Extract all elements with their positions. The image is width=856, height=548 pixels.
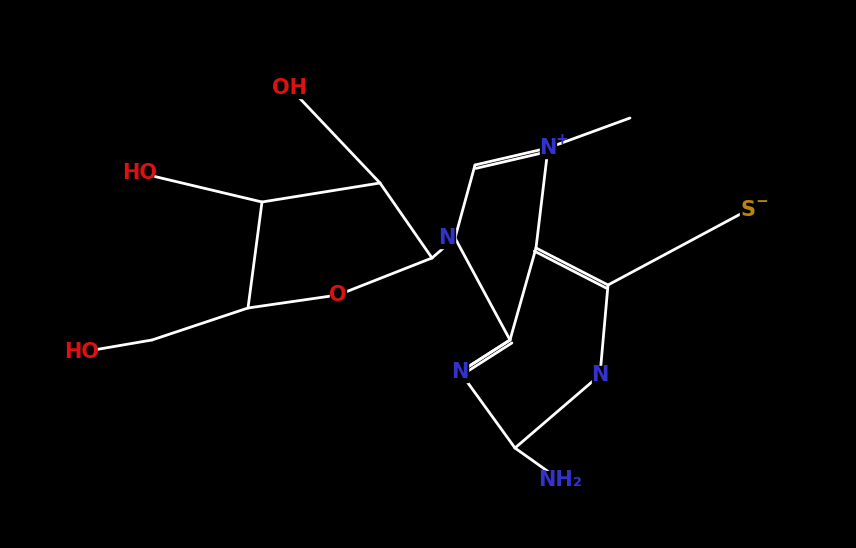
Bar	[127, 163, 153, 182]
Bar	[452, 362, 468, 381]
Text: N: N	[451, 362, 469, 382]
Bar	[592, 366, 608, 385]
Text: N: N	[539, 138, 556, 158]
Text: S: S	[740, 200, 756, 220]
Text: OH: OH	[272, 78, 307, 98]
Text: O: O	[330, 285, 347, 305]
Bar	[330, 286, 346, 305]
Bar	[277, 78, 303, 98]
Text: −: −	[756, 193, 769, 208]
Text: HO: HO	[64, 342, 99, 362]
Text: +: +	[556, 132, 568, 146]
Text: NH₂: NH₂	[538, 470, 582, 490]
Text: N: N	[438, 228, 455, 248]
Text: N: N	[591, 365, 609, 385]
Text: HO: HO	[122, 163, 158, 183]
Bar	[69, 342, 95, 362]
Bar	[439, 229, 455, 248]
Bar	[740, 201, 756, 220]
Bar	[540, 139, 556, 157]
Bar	[542, 471, 578, 489]
